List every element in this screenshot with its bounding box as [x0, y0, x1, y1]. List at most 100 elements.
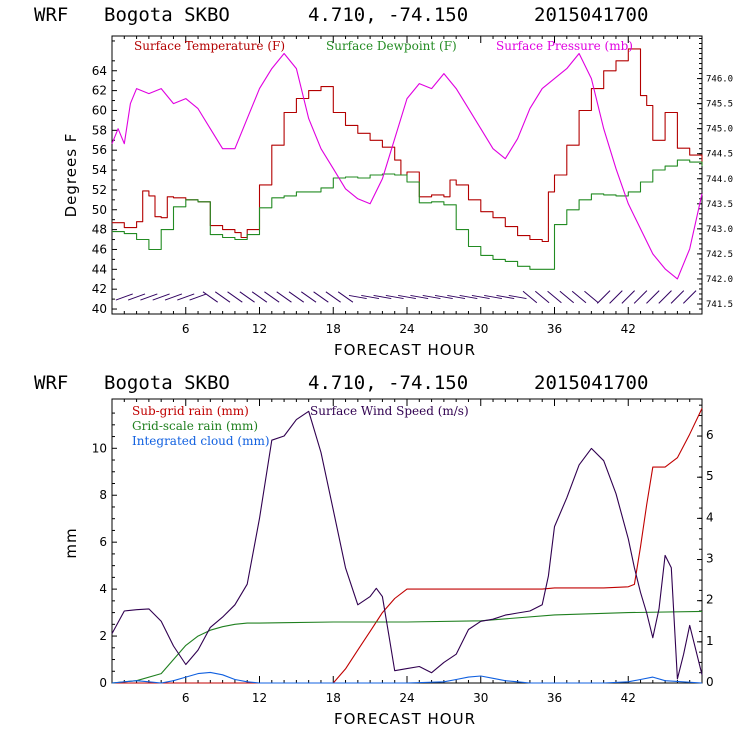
wind-barb	[288, 291, 305, 303]
top-title-station: Bogota SKBO	[104, 4, 230, 26]
wind-barb	[251, 291, 268, 303]
bottom-y-tick-label: 2	[99, 629, 107, 643]
wind-barb	[202, 291, 218, 303]
bottom-title-coords: 4.710, -74.150	[308, 372, 468, 394]
bottom-y-tick-label: 10	[92, 441, 107, 455]
wind-barb	[239, 291, 255, 303]
bottom-series-layer	[111, 408, 703, 684]
bottom-title-station: Bogota SKBO	[104, 372, 230, 394]
wind-barb	[152, 293, 170, 301]
legend-surface-temperature: Surface Temperature (F)	[134, 39, 285, 53]
wind-barb	[584, 290, 599, 304]
wind-barb	[337, 291, 354, 303]
bottom-y2-tick-label: 3	[706, 552, 714, 566]
bottom-y2-tick-label: 6	[706, 428, 714, 442]
legend-surface-dewpoint: Surface Dewpoint (F)	[326, 39, 457, 53]
top-x-axis-label: FORECAST HOUR	[334, 341, 476, 359]
wind-barb	[276, 291, 292, 303]
top-y2-tick-label: 742.0	[706, 275, 733, 285]
bottom-y-tick-label: 6	[99, 535, 107, 549]
wind-barb	[434, 294, 453, 300]
wind-barb	[670, 290, 685, 304]
bottom-y2-tick-label: 2	[706, 593, 714, 607]
bottom-x-tick-label: 6	[182, 691, 190, 705]
top-x-tick-label: 12	[252, 322, 267, 336]
series-line-surface-dewpoint-f	[112, 159, 703, 270]
legend-integrated-cloud: Integrated cloud (mm)	[132, 434, 270, 448]
top-y2-tick-label: 745.5	[706, 100, 733, 110]
wind-barb	[534, 290, 550, 304]
bottom-y2-tick-label: 4	[706, 510, 714, 524]
top-title: WRF Bogota SKBO 4.710, -74.150 201504170…	[34, 4, 648, 26]
top-y-tick-label: 46	[92, 242, 107, 256]
wind-barb	[609, 290, 623, 304]
wind-barb	[348, 294, 367, 300]
wind-barb	[496, 294, 515, 300]
top-axis-ticks: 40 42 44 46 48 50 52 54 56 58 60 62 64 741.5 742.0 742.…	[92, 36, 733, 336]
wind-barb	[127, 293, 146, 301]
series-line-surface-pressure-mb	[111, 52, 703, 280]
top-x-tick-label: 18	[326, 322, 341, 336]
series-line-surface-temperature-f	[112, 48, 703, 243]
top-y-tick-label: 40	[92, 302, 107, 316]
wind-barb	[264, 291, 280, 303]
bottom-title-run: 2015041700	[534, 372, 648, 394]
wind-barb	[471, 294, 490, 300]
wind-barb	[385, 294, 404, 300]
bottom-y-axis-label: mm	[62, 527, 80, 558]
wind-barb	[115, 293, 133, 301]
legend-sub-grid-rain: Sub-grid rain (mm)	[132, 404, 249, 418]
wind-barb	[410, 294, 429, 300]
top-title-coords: 4.710, -74.150	[308, 4, 468, 26]
wind-barb	[596, 290, 611, 304]
wind-barb	[189, 293, 207, 301]
bottom-y2-tick-label: 1	[706, 634, 714, 648]
top-y2-tick-label: 744.0	[706, 175, 733, 185]
wind-barb	[313, 291, 329, 303]
top-y2-tick-label: 744.5	[706, 150, 733, 160]
wind-barb	[658, 290, 672, 304]
legend-surface-pressure: Surface Pressure (mb)	[496, 39, 633, 53]
bottom-x-tick-label: 18	[326, 691, 341, 705]
bottom-y-tick-label: 8	[99, 488, 107, 502]
series-line-integrated-cloud-mm	[111, 671, 703, 684]
wind-barb	[547, 290, 562, 304]
wind-barb	[422, 294, 441, 300]
top-y2-tick-label: 746.0	[706, 75, 733, 85]
wind-barb	[373, 294, 392, 300]
wind-barb	[398, 294, 416, 300]
top-y-tick-label: 50	[92, 203, 107, 217]
wind-barb	[621, 290, 635, 304]
bottom-legend: Sub-grid rain (mm) Surface Wind Speed (m…	[132, 404, 469, 448]
top-y-tick-label: 60	[92, 103, 107, 117]
top-y2-tick-label: 743.5	[706, 200, 733, 210]
series-line-surface-wind-speed-m-s	[111, 410, 703, 680]
top-title-run: 2015041700	[534, 4, 648, 26]
series-line-sub-grid-rain-mm	[112, 408, 703, 684]
bottom-y2-tick-label: 0	[706, 675, 714, 689]
bottom-x-tick-label: 24	[399, 691, 414, 705]
wind-barb	[646, 290, 660, 304]
top-y-axis-label: Degrees F	[62, 133, 80, 218]
wind-barb	[571, 290, 587, 304]
bottom-x-tick-label: 12	[252, 691, 267, 705]
bottom-y2-tick-label: 5	[706, 469, 714, 483]
bottom-y-tick-label: 4	[99, 582, 107, 596]
top-y-tick-label: 56	[92, 143, 107, 157]
wind-barbs	[115, 290, 697, 304]
legend-grid-scale-rain: Grid-scale rain (mm)	[132, 419, 258, 433]
bottom-title: WRF Bogota SKBO 4.710, -74.150 201504170…	[34, 372, 648, 394]
top-y2-tick-label: 742.5	[706, 250, 733, 260]
wind-barb	[325, 291, 341, 303]
top-y-tick-label: 48	[92, 223, 107, 237]
wind-barb	[177, 293, 195, 301]
top-y2-tick-label: 743.0	[706, 225, 733, 235]
wind-barb	[484, 294, 502, 300]
bottom-x-tick-label: 42	[621, 691, 636, 705]
wind-barb	[522, 290, 538, 304]
wind-barb	[682, 290, 697, 304]
bottom-title-model: WRF	[34, 372, 68, 394]
top-x-tick-label: 30	[473, 322, 488, 336]
wind-barb	[633, 290, 648, 304]
top-y-tick-label: 54	[92, 163, 107, 177]
